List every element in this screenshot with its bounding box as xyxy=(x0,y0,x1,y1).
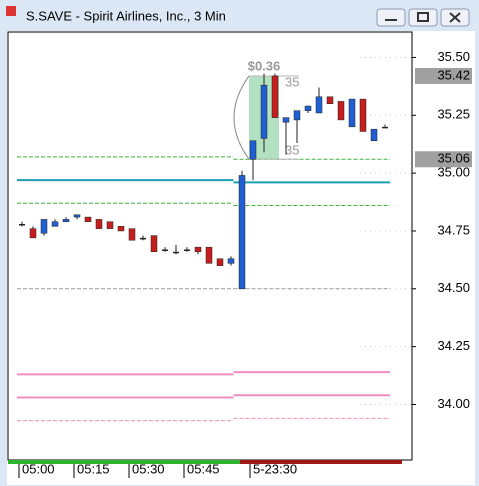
candle-body xyxy=(326,96,334,104)
x-tick-label: 05:45 xyxy=(187,461,220,476)
candle-body xyxy=(140,237,146,240)
close-icon xyxy=(449,12,461,23)
y-tick-label: 35.00 xyxy=(437,165,470,180)
candle-body xyxy=(238,175,246,290)
candle-body xyxy=(271,75,279,118)
x-tick-label: 05:30 xyxy=(132,461,165,476)
candle-body xyxy=(382,126,388,129)
x-tick-label: 05:00 xyxy=(22,461,55,476)
candle-body xyxy=(150,235,158,253)
candle-body xyxy=(348,98,356,128)
candle-body xyxy=(370,128,378,141)
measure-label: $0.36 xyxy=(248,58,281,73)
y-tick-label: 34.75 xyxy=(437,222,470,237)
candle-body xyxy=(95,219,103,229)
candle-body xyxy=(184,249,190,251)
session-bar xyxy=(240,460,402,464)
candle-body xyxy=(117,226,125,232)
y-tick-label: 34.25 xyxy=(437,338,470,353)
measure-to-label: 35 xyxy=(285,74,299,89)
measure-from-label: 35 xyxy=(285,143,299,158)
candle-body xyxy=(282,117,290,123)
candle-body xyxy=(260,84,268,139)
price-marker-label: 35.42 xyxy=(437,67,470,82)
candle-body xyxy=(51,221,59,227)
price-marker xyxy=(415,151,472,168)
candle-body xyxy=(315,96,323,114)
price-marker xyxy=(415,67,472,84)
maximize-button[interactable] xyxy=(408,8,438,27)
candle-body xyxy=(249,140,257,160)
candle-body xyxy=(73,214,81,218)
candle-body xyxy=(173,251,179,254)
candle-body xyxy=(227,258,235,264)
candle-body xyxy=(205,246,213,264)
candle-body xyxy=(194,246,202,253)
candle-body xyxy=(40,219,48,234)
candle-body xyxy=(29,228,37,239)
candle-body xyxy=(128,228,136,241)
app-icon xyxy=(6,6,16,16)
price-marker-label: 35.06 xyxy=(437,151,470,166)
y-tick-label: 35.25 xyxy=(437,107,470,122)
candle-body xyxy=(62,219,70,222)
session-bar xyxy=(8,460,240,464)
y-tick-label: 35.50 xyxy=(437,49,470,64)
candle-body xyxy=(162,249,168,251)
candle-body xyxy=(359,98,367,132)
candle-body xyxy=(106,221,114,229)
candle-body xyxy=(216,258,224,266)
measure-arc xyxy=(233,75,250,160)
x-tick-label: 5-23:30 xyxy=(253,461,297,476)
y-tick-label: 34.50 xyxy=(437,280,470,295)
x-tick-label: 05:15 xyxy=(77,461,110,476)
window-title: S.SAVE - Spirit Airlines, Inc., 3 Min xyxy=(26,8,226,23)
candle-body xyxy=(19,224,25,226)
candle-body xyxy=(293,110,301,121)
candle-body xyxy=(304,105,312,111)
y-tick-label: 34.00 xyxy=(437,396,470,411)
maximize-icon xyxy=(417,12,429,22)
minimize-button[interactable] xyxy=(376,8,406,27)
candle-body xyxy=(337,101,345,121)
candle-body xyxy=(84,216,92,222)
